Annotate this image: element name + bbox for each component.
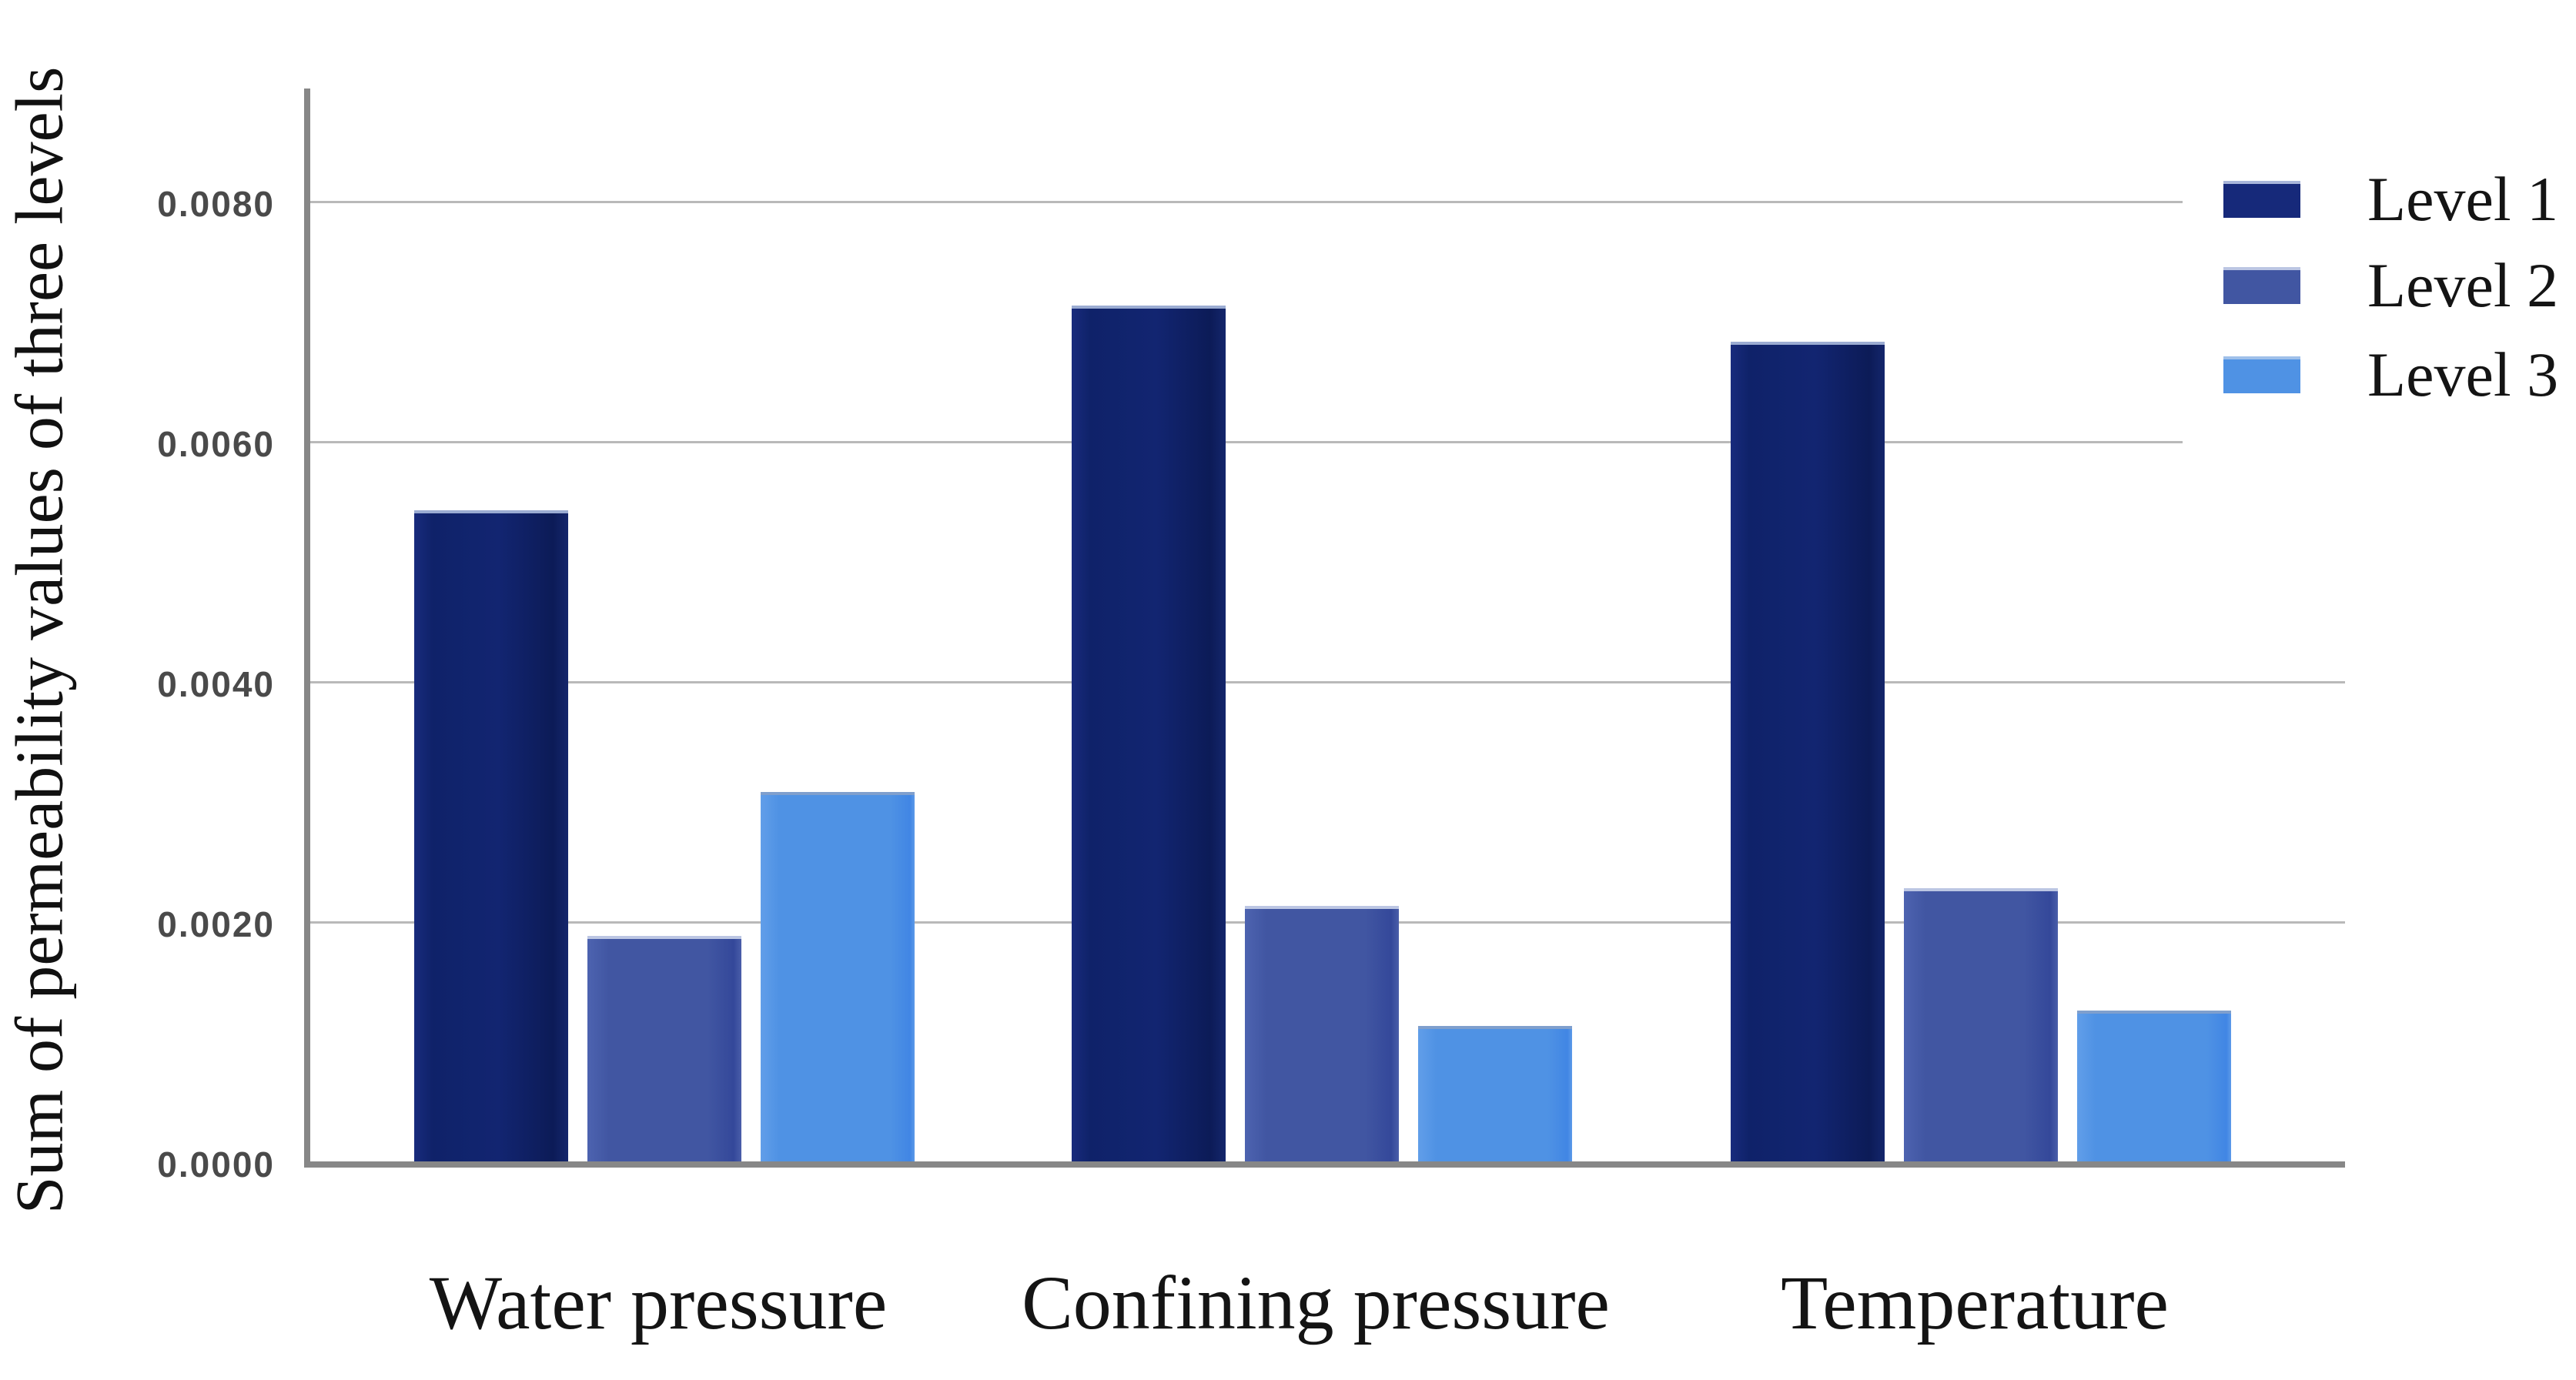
y-axis-title: Sum of permeability values of three leve… xyxy=(2,66,78,1215)
bar-confining-pressure-level-1 xyxy=(1072,306,1226,1161)
bar-confining-pressure-level-2 xyxy=(1245,906,1399,1161)
y-tick-label: 0.0000 xyxy=(157,1144,275,1185)
bar-temperature-level-3 xyxy=(2077,1011,2231,1161)
legend: Level 1 Level 2 Level 3 xyxy=(2183,115,2576,446)
legend-swatch-icon xyxy=(2223,181,2300,218)
bar-water-pressure-level-2 xyxy=(587,936,741,1161)
y-tick-label: 0.0020 xyxy=(157,904,275,944)
bar-confining-pressure-level-3 xyxy=(1418,1026,1572,1161)
y-tick-label: 0.0080 xyxy=(157,184,275,224)
x-category-label-temperature: Temperature xyxy=(1781,1260,2169,1345)
legend-item-level-2: Level 2 xyxy=(2183,254,2576,317)
bar-water-pressure-level-1 xyxy=(414,510,568,1161)
gridline-0.0060 xyxy=(310,441,2345,443)
y-tick-label: 0.0040 xyxy=(157,664,275,704)
legend-item-level-1: Level 1 xyxy=(2183,168,2576,231)
legend-item-level-3: Level 3 xyxy=(2183,343,2576,406)
bar-temperature-level-2 xyxy=(1904,888,2058,1161)
legend-label: Level 3 xyxy=(2367,339,2559,409)
x-category-label-water-pressure: Water pressure xyxy=(429,1260,888,1345)
legend-swatch-icon xyxy=(2223,267,2300,304)
bar-water-pressure-level-3 xyxy=(761,792,915,1161)
legend-swatch-icon xyxy=(2223,356,2300,393)
bar-temperature-level-1 xyxy=(1731,342,1885,1161)
legend-label: Level 2 xyxy=(2367,250,2559,320)
plot-area xyxy=(304,89,2345,1168)
gridline-0.0040 xyxy=(310,681,2345,683)
y-tick-label: 0.0060 xyxy=(157,424,275,464)
legend-label: Level 1 xyxy=(2367,164,2559,234)
x-category-label-confining-pressure: Confining pressure xyxy=(1022,1260,1610,1345)
gridline-0.0080 xyxy=(310,201,2345,203)
